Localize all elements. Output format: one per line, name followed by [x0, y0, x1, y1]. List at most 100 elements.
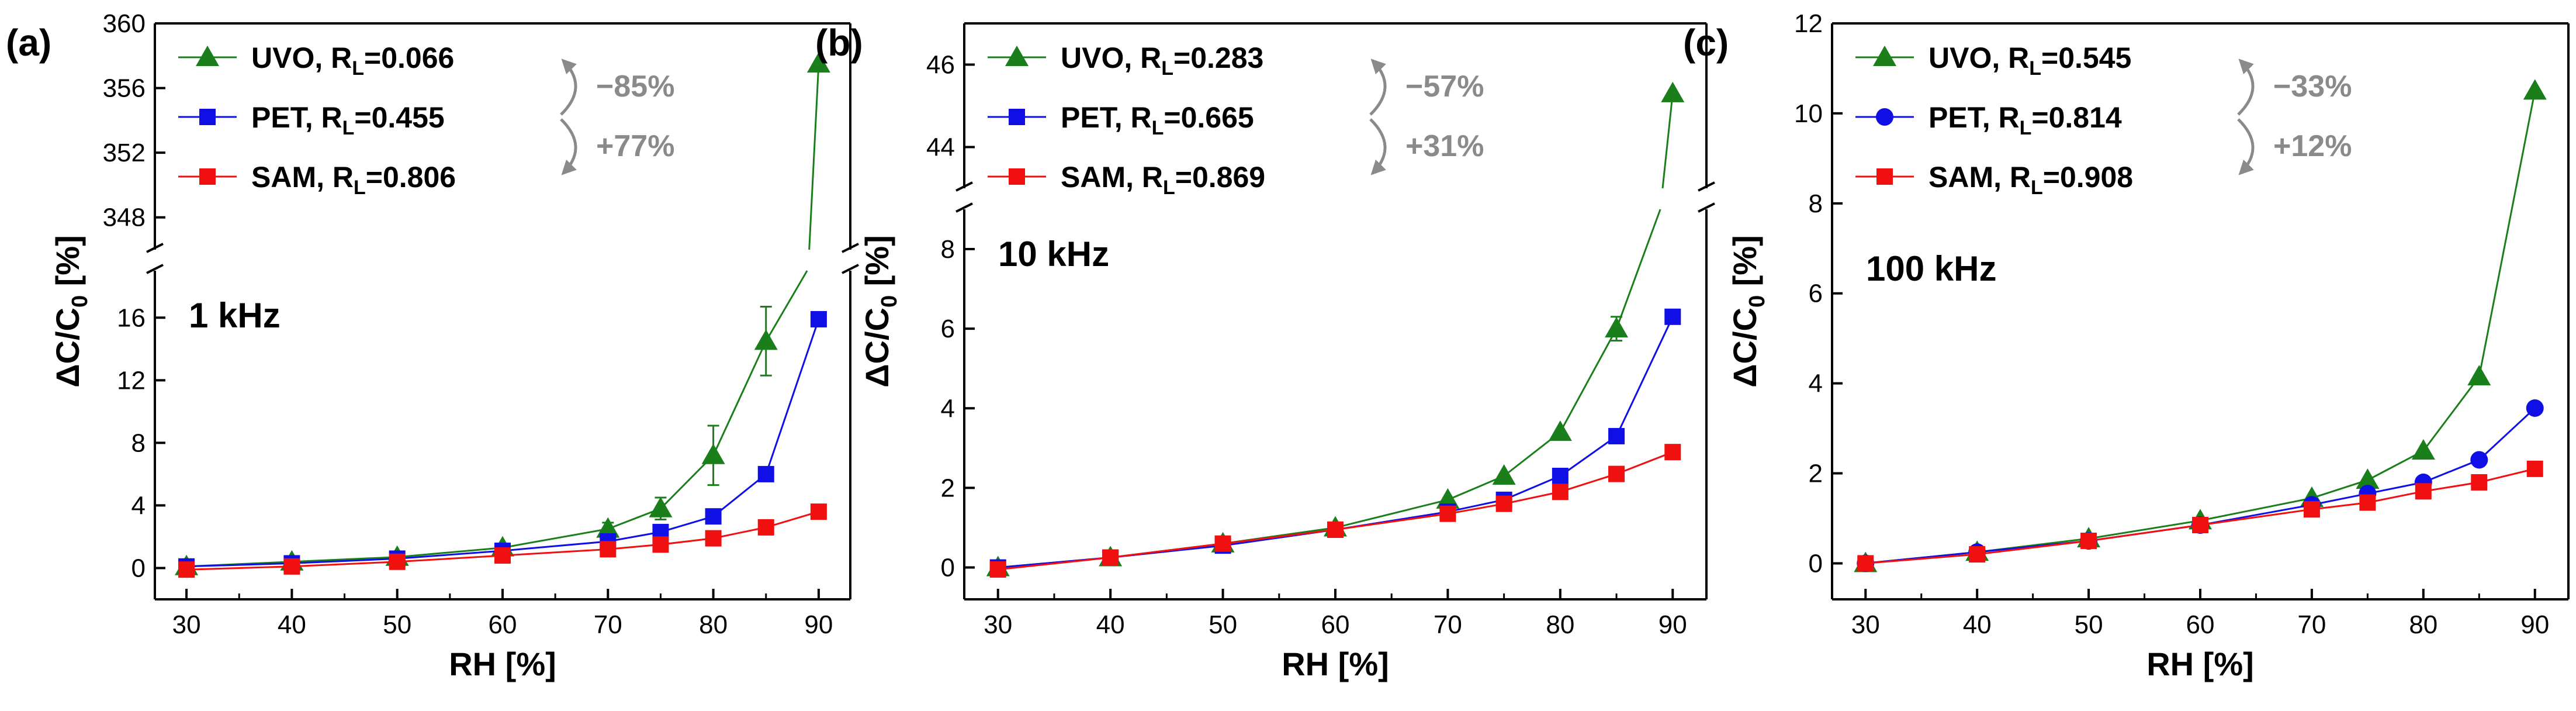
- legend-marker-pet: [1009, 109, 1025, 125]
- series-sam: [1857, 460, 2543, 572]
- x-tick-label: 50: [383, 610, 411, 639]
- axis-break-mark-right: [842, 243, 859, 274]
- annotation-arrows: −33% +12%: [2237, 58, 2352, 175]
- annotation-arrows: −57% +31%: [1369, 58, 1484, 175]
- axis-break-mark-left: [146, 243, 164, 274]
- arrow-to-sam: [1369, 118, 1387, 175]
- percent-change-sam: +77%: [596, 129, 674, 163]
- y-tick-label: 2: [1809, 460, 1823, 488]
- data-point-sam: [757, 519, 774, 536]
- panel-label: (c): [1683, 22, 1729, 64]
- y-tick-label: 4: [941, 394, 955, 423]
- y-tick-label: 360: [103, 9, 146, 38]
- data-point-pet: [1664, 308, 1681, 325]
- y-axis-title: ΔC/C0 [%]: [1726, 235, 1770, 388]
- data-point-pet: [810, 310, 827, 327]
- legend-marker-sam: [1009, 168, 1025, 185]
- y-tick-label: 16: [117, 303, 146, 332]
- legend: UVO, RL=0.545 PET, RL=0.814 SAM, RL=0.908: [1855, 42, 2133, 199]
- axis-break-mark-left: [955, 181, 973, 213]
- legend-marker-uvo: [1005, 46, 1029, 66]
- x-tick-label: 80: [2409, 610, 2437, 639]
- data-point-pet: [2470, 451, 2488, 469]
- frequency-label: 10 kHz: [998, 234, 1109, 274]
- data-point-sam: [2526, 460, 2543, 477]
- chart-panel-a: 30 40 50 60 70 80 90 0 4 8 12 16 348 352 356 360 RH [%] Δ…: [6, 9, 859, 682]
- data-point-uvo: [1436, 488, 1460, 509]
- data-point-sam: [1495, 495, 1512, 512]
- y-tick-label: 0: [1809, 549, 1823, 578]
- x-tick-label: 30: [172, 610, 201, 639]
- data-point-sam: [1439, 505, 1456, 522]
- y-tick-label: 8: [941, 235, 955, 264]
- legend-entry-uvo: UVO, RL=0.066: [251, 42, 454, 80]
- x-tick-label: 30: [1851, 610, 1880, 639]
- legend-marker-uvo: [1873, 46, 1896, 66]
- data-point-sam: [1102, 549, 1119, 566]
- data-point-sam: [2415, 483, 2432, 500]
- x-tick-label: 60: [2186, 610, 2215, 639]
- percent-change-sam: +12%: [2273, 129, 2352, 163]
- series-uvo: [1854, 79, 2547, 572]
- data-point-uvo: [1605, 317, 1629, 338]
- x-tick-label: 40: [1096, 610, 1125, 639]
- y-tick-label: 6: [1809, 279, 1823, 308]
- y-tick-label: 2: [941, 474, 955, 502]
- data-point-sam: [1857, 555, 1874, 572]
- data-point-pet: [2526, 399, 2544, 417]
- legend: UVO, RL=0.283 PET, RL=0.665 SAM, RL=0.869: [988, 42, 1265, 199]
- data-point-uvo: [1548, 420, 1572, 441]
- data-point-uvo: [649, 496, 673, 517]
- data-point-pet: [1552, 468, 1569, 485]
- x-tick-label: 80: [699, 610, 728, 639]
- chart-panel-c: 30 40 50 60 70 80 90 0 2 4 6 8 10 12 RH [%] ΔC/C0 [%] (c…: [1683, 9, 2570, 682]
- frequency-label: 1 kHz: [189, 296, 281, 335]
- legend-marker-pet: [199, 109, 216, 125]
- data-point-uvo: [1661, 81, 1685, 102]
- series-line-pet: [186, 319, 820, 568]
- y-axis-title: ΔC/C0 [%]: [858, 235, 902, 388]
- data-point-sam: [2303, 501, 2320, 518]
- x-tick-label: 70: [2297, 610, 2326, 639]
- data-point-uvo: [2356, 468, 2380, 489]
- legend-entry-uvo: UVO, RL=0.545: [1928, 42, 2131, 80]
- y-tick-label: 8: [1809, 189, 1823, 218]
- data-point-uvo: [1492, 464, 1516, 485]
- x-tick-label: 40: [1963, 610, 1992, 639]
- legend-marker-sam: [199, 168, 216, 185]
- data-point-sam: [494, 547, 511, 564]
- data-point-sam: [989, 561, 1006, 578]
- y-tick-label: 4: [131, 491, 146, 520]
- x-tick-label: 40: [278, 610, 306, 639]
- percent-change-uvo: −85%: [596, 70, 674, 103]
- x-tick-label: 80: [1546, 610, 1574, 639]
- x-tick-label: 60: [1321, 610, 1350, 639]
- annotation-arrows: −85% +77%: [560, 58, 674, 175]
- x-axis-title: RH [%]: [449, 646, 556, 682]
- y-tick-label: 4: [1809, 370, 1823, 398]
- arrow-to-sam: [2237, 118, 2255, 175]
- x-tick-label: 50: [2075, 610, 2103, 639]
- y-tick-label: 6: [941, 315, 955, 343]
- data-point-sam: [2192, 517, 2208, 534]
- arrow-to-sam: [560, 118, 577, 175]
- legend-marker-uvo: [196, 46, 219, 66]
- data-point-sam: [1327, 521, 1344, 538]
- legend-entry-pet: PET, RL=0.814: [1928, 101, 2122, 139]
- legend-entry-sam: SAM, RL=0.869: [1061, 161, 1265, 199]
- arrow-to-uvo: [560, 58, 577, 116]
- legend-marker-sam: [1876, 168, 1893, 185]
- series-line-pet: [1865, 407, 2536, 564]
- arrow-to-uvo: [2237, 58, 2255, 116]
- y-tick-label: 8: [131, 429, 146, 457]
- legend-marker-pet: [1876, 108, 1893, 126]
- data-point-uvo: [806, 52, 830, 73]
- data-point-pet: [1608, 427, 1625, 444]
- y-tick-label: 46: [926, 51, 955, 80]
- y-tick-label: 44: [926, 133, 955, 162]
- y-tick-label: 0: [941, 554, 955, 582]
- y-tick-label: 10: [1794, 99, 1823, 128]
- legend: UVO, RL=0.066 PET, RL=0.455 SAM, RL=0.806: [178, 42, 456, 199]
- data-point-sam: [283, 558, 300, 575]
- x-tick-label: 90: [2520, 610, 2549, 639]
